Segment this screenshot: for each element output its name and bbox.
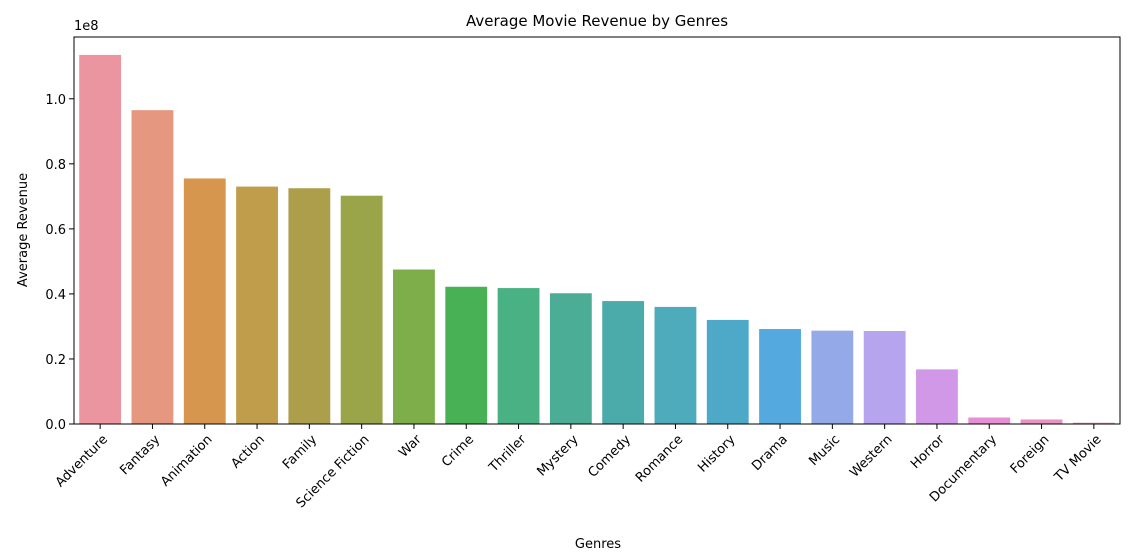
bar-romance (654, 306, 697, 424)
x-tick-label: History (695, 432, 739, 476)
bar-fantasy (131, 110, 174, 424)
x-tick-label: Western (847, 432, 895, 480)
x-tick-label: Comedy (585, 432, 634, 481)
bar-music (811, 330, 854, 424)
bar-action (236, 186, 278, 424)
y-tick-label: 1.0 (45, 93, 66, 108)
x-tick-label: War (396, 432, 425, 461)
bar-animation (183, 178, 226, 424)
x-tick-label: Crime (439, 432, 477, 470)
bar-war (393, 269, 435, 424)
bar-crime (445, 286, 488, 424)
bar-horror (916, 369, 958, 424)
bar-science-fiction (340, 195, 383, 424)
bars-group (79, 54, 1115, 424)
x-tick-label: Animation (158, 432, 215, 489)
x-tick-label: Adventure (53, 432, 111, 490)
bar-tv-movie (1072, 422, 1115, 424)
y-tick-label: 0.6 (45, 223, 66, 238)
bar-comedy (602, 301, 645, 424)
bar-mystery (549, 293, 592, 424)
x-tick-label: Thriller (486, 432, 530, 476)
x-tick-label: Romance (633, 432, 686, 485)
y-axis-ticks: 0.0 0.2 0.4 0.6 0.8 1.0 (45, 93, 74, 433)
y-axis-title: Average Revenue (16, 173, 31, 287)
bar-family (288, 188, 331, 424)
bar-adventure (79, 54, 122, 424)
x-tick-label: Fantasy (117, 432, 163, 478)
x-tick-label: Foreign (1008, 432, 1053, 477)
bar-thriller (497, 288, 540, 424)
x-axis-title: Genres (575, 537, 621, 552)
y-offset-label: 1e8 (74, 19, 99, 34)
chart-title: Average Movie Revenue by Genres (466, 12, 728, 30)
x-tick-label: Horror (908, 432, 948, 472)
bar-documentary (968, 417, 1011, 424)
bar-foreign (1020, 419, 1063, 424)
x-tick-label: Mystery (534, 432, 581, 479)
x-tick-label: Family (280, 432, 320, 472)
x-tick-label: Music (806, 432, 843, 469)
y-tick-label: 0.8 (45, 158, 66, 173)
y-tick-label: 0.4 (45, 288, 66, 303)
y-tick-label: 0.2 (45, 353, 66, 368)
y-tick-label: 0.0 (45, 418, 66, 433)
bar-western (863, 330, 906, 424)
x-tick-label: Drama (749, 432, 791, 474)
plot-frame (73, 36, 1121, 425)
bar-history (706, 319, 749, 424)
x-tick-label: Action (228, 432, 267, 471)
bar-drama (759, 329, 801, 424)
x-tick-label: TV Movie (1051, 432, 1104, 485)
